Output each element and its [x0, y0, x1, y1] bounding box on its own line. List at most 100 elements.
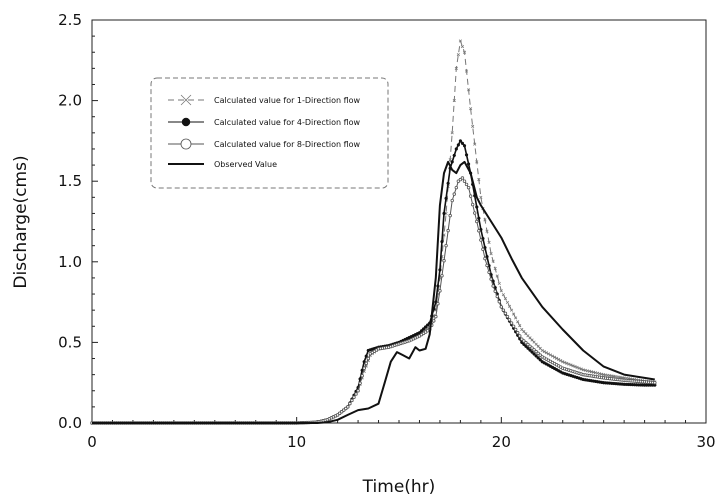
filled-circle-marker — [526, 346, 530, 350]
x-marker-stroke — [575, 365, 579, 369]
x-marker-stroke — [514, 316, 518, 320]
x-marker-stroke — [526, 334, 530, 338]
x-marker-stroke — [512, 312, 516, 316]
open-circle-marker — [444, 243, 448, 248]
open-circle-marker — [528, 344, 532, 348]
open-circle-marker — [452, 192, 456, 196]
x-marker-stroke — [469, 107, 473, 111]
open-circle-marker — [493, 289, 497, 293]
x-marker-stroke — [479, 195, 483, 199]
series-line — [92, 177, 655, 424]
y-tick-label: 1.5 — [58, 172, 82, 190]
x-marker-stroke — [536, 344, 540, 348]
open-circle-marker — [438, 289, 442, 293]
filled-circle-marker — [417, 331, 422, 335]
filled-circle-marker — [444, 196, 448, 201]
x-tick-label: 10 — [287, 433, 306, 451]
filled-circle-marker — [530, 350, 534, 354]
open-circle-marker — [360, 374, 364, 378]
open-circle-marker — [440, 274, 444, 278]
x-marker-stroke — [559, 359, 563, 363]
y-axis: 0.0 0.5 1.0 1.5 2.0 2.5 — [58, 11, 98, 432]
open-circle-marker — [497, 299, 501, 304]
x-marker-stroke — [567, 362, 571, 366]
x-marker — [514, 316, 518, 320]
x-axis-title: Time(hr) — [362, 477, 436, 497]
x-marker-stroke — [448, 158, 452, 162]
legend-label: Calculated value for 8-Direction flow — [214, 140, 361, 149]
x-marker — [563, 360, 567, 365]
series-3 — [90, 176, 657, 425]
x-marker — [542, 350, 546, 354]
filled-circle-marker — [364, 354, 368, 358]
open-circle-marker — [485, 263, 489, 268]
x-marker-stroke — [491, 259, 495, 263]
filled-circle-marker — [440, 240, 444, 244]
y-tick-label: 2.5 — [58, 11, 82, 29]
x-marker-stroke — [542, 350, 546, 354]
open-circle-marker — [442, 259, 446, 263]
y-tick-label: 2.0 — [58, 92, 82, 110]
x-marker — [483, 218, 487, 222]
open-circle-marker — [348, 401, 352, 406]
x-marker-stroke — [550, 354, 555, 358]
open-circle-marker — [450, 198, 454, 203]
x-marker — [573, 364, 577, 369]
x-marker-stroke — [473, 142, 477, 146]
x-marker — [540, 348, 544, 353]
open-circle-marker — [538, 353, 542, 357]
x-marker — [464, 69, 469, 73]
open-circle-marker — [653, 381, 657, 385]
x-marker-stroke — [499, 289, 503, 293]
open-circle-marker — [516, 331, 520, 335]
x-marker-stroke — [528, 336, 532, 340]
filled-circle-marker — [532, 352, 536, 356]
x-marker — [546, 352, 550, 356]
x-marker-stroke — [503, 296, 508, 301]
x-marker — [507, 304, 512, 308]
x-marker — [460, 45, 465, 49]
x-marker-stroke — [532, 340, 536, 344]
x-marker — [569, 363, 573, 367]
x-marker-stroke — [573, 364, 577, 369]
open-circle-marker — [468, 194, 473, 198]
x-marker — [518, 324, 522, 328]
x-marker-stroke — [501, 293, 505, 297]
filled-circle-marker — [419, 329, 424, 333]
x-marker — [544, 351, 548, 355]
x-marker-stroke — [520, 327, 524, 332]
legend: Calculated value for 1-Direction flow Cal… — [150, 77, 389, 189]
x-marker — [516, 320, 520, 324]
x-marker — [579, 367, 583, 371]
open-circle-marker — [362, 366, 366, 370]
x-marker — [454, 66, 458, 70]
x-marker-stroke — [180, 94, 192, 106]
filled-circle-marker — [524, 344, 528, 348]
x-marker-stroke — [534, 342, 538, 346]
x-marker-stroke — [454, 66, 458, 70]
open-circle-marker — [507, 318, 512, 322]
x-marker — [487, 240, 491, 245]
filled-circle-marker — [464, 153, 469, 157]
x-marker-stroke — [544, 351, 548, 355]
filled-circle-marker — [436, 284, 440, 288]
x-tick-label: 20 — [492, 433, 511, 451]
open-circle-marker — [356, 389, 360, 393]
x-marker-stroke — [561, 360, 565, 364]
open-circle-marker — [505, 314, 510, 319]
filled-circle-marker — [450, 160, 454, 164]
open-circle-marker — [534, 349, 538, 354]
x-marker — [559, 359, 563, 363]
x-marker — [503, 296, 508, 301]
open-circle-marker — [524, 341, 528, 345]
open-circle-marker — [364, 361, 368, 366]
x-marker — [180, 94, 192, 106]
x-marker — [567, 362, 571, 366]
x-marker — [505, 300, 510, 305]
open-circle-marker — [352, 395, 356, 399]
open-circle-marker — [489, 277, 493, 281]
x-marker — [501, 293, 505, 297]
x-marker-stroke — [464, 69, 469, 73]
filled-circle-marker — [438, 268, 442, 272]
